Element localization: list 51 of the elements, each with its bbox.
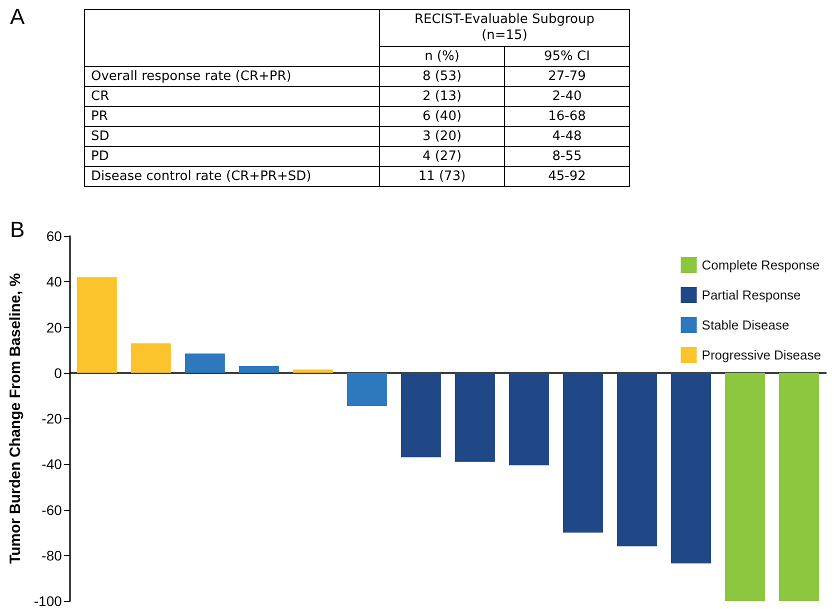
bar — [562, 372, 603, 533]
bar — [76, 277, 117, 373]
bar — [725, 372, 765, 601]
text: A — [10, 4, 25, 30]
text: 8-55 — [552, 149, 582, 164]
category-label: PR — [91, 109, 108, 124]
legend-label: Complete Response — [702, 258, 820, 272]
text: 4 (27) — [422, 149, 462, 164]
text: 27-79 — [548, 69, 586, 84]
legend-label: Progressive Disease — [702, 348, 822, 362]
text: 8 (53) — [422, 69, 462, 84]
legend-label: Stable Disease — [702, 318, 790, 332]
category-label: CR — [91, 89, 110, 104]
category-label: SD — [91, 129, 110, 144]
category-label: 95% CI — [504, 46, 630, 66]
text: 16-68 — [548, 109, 586, 124]
bar — [617, 372, 657, 546]
y-tick-label: 20 — [46, 319, 62, 336]
category-label: Overall response rate (CR+PR) — [91, 69, 292, 84]
bar — [454, 372, 495, 462]
y-axis-title: Tumor Burden Change From Baseline, % — [7, 273, 24, 564]
bar — [130, 343, 171, 373]
y-tick-label: -100 — [34, 593, 62, 609]
text: 11 (73) — [418, 169, 466, 184]
text: 6 (40) — [422, 109, 462, 124]
bar — [292, 369, 333, 373]
text: 3 (20) — [422, 129, 462, 144]
y-tick-label: -80 — [42, 547, 62, 564]
bar — [238, 366, 279, 373]
bar — [671, 372, 711, 564]
y-tick-label: 0 — [54, 364, 62, 381]
y-tick-label: 60 — [46, 228, 62, 244]
text: 4-48 — [552, 129, 582, 144]
bar — [508, 372, 549, 466]
y-tick-label: -60 — [42, 502, 62, 518]
bar — [400, 372, 441, 458]
category-label: PD — [91, 149, 109, 164]
legend-label: Partial Response — [702, 288, 801, 302]
text: RECIST-Evaluable Subgroup (n=15) — [380, 10, 630, 46]
text: 2-40 — [552, 89, 582, 104]
category-label: Disease control rate (CR+PR+SD) — [91, 169, 312, 184]
y-tick-label: -40 — [42, 456, 62, 472]
text: 2 (13) — [422, 89, 462, 104]
y-tick-label: -20 — [42, 410, 62, 426]
bar — [184, 353, 225, 373]
bar — [779, 372, 819, 601]
text: 45-92 — [548, 169, 586, 184]
text: B — [10, 217, 25, 243]
category-label: n (%) — [380, 46, 504, 66]
bar — [346, 372, 387, 406]
y-tick-label: 40 — [46, 274, 62, 290]
